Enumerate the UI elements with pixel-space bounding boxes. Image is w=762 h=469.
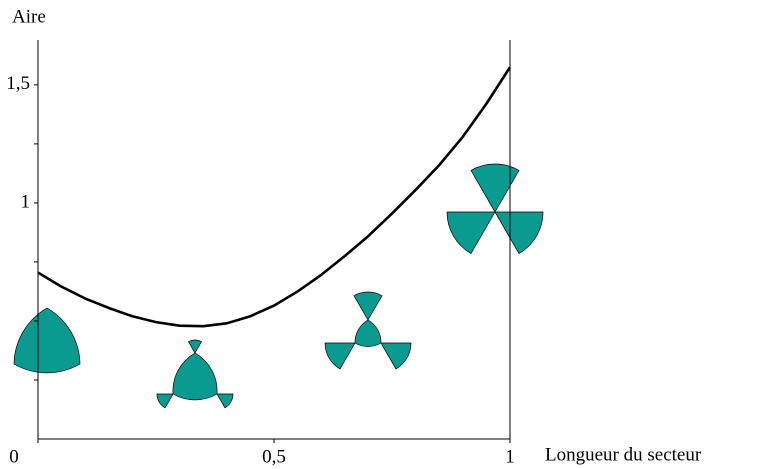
sector-shape (354, 292, 382, 320)
illustrations (14, 164, 543, 408)
reuleaux-shape (355, 320, 381, 346)
y-tick-label: 1,5 (6, 73, 30, 94)
reuleaux-shape (14, 308, 80, 373)
sector-shape (217, 394, 233, 408)
y-axis-label: Aire (12, 6, 46, 27)
x-tick-label: 0,5 (262, 446, 286, 467)
sector-shape (381, 343, 411, 369)
sector-shape (325, 343, 355, 369)
page: {"chart_data": {"type": "line", "ylabel"… (0, 0, 762, 469)
x-tick-label: 0 (9, 446, 19, 467)
x-axis-label: Longueur du secteur (545, 444, 702, 465)
sector-shape (189, 340, 202, 353)
curve (38, 67, 510, 326)
sector-shape (471, 164, 519, 212)
sector-shape (447, 212, 495, 254)
sector-shape (157, 394, 173, 408)
reuleaux-shape (173, 353, 217, 400)
y-tick-label: 1 (21, 191, 31, 212)
sector-shape (495, 212, 543, 254)
chart: Aire Longueur du secteur 1 1,5 0 0,5 1 (0, 0, 762, 469)
x-tick-label: 1 (505, 446, 515, 467)
